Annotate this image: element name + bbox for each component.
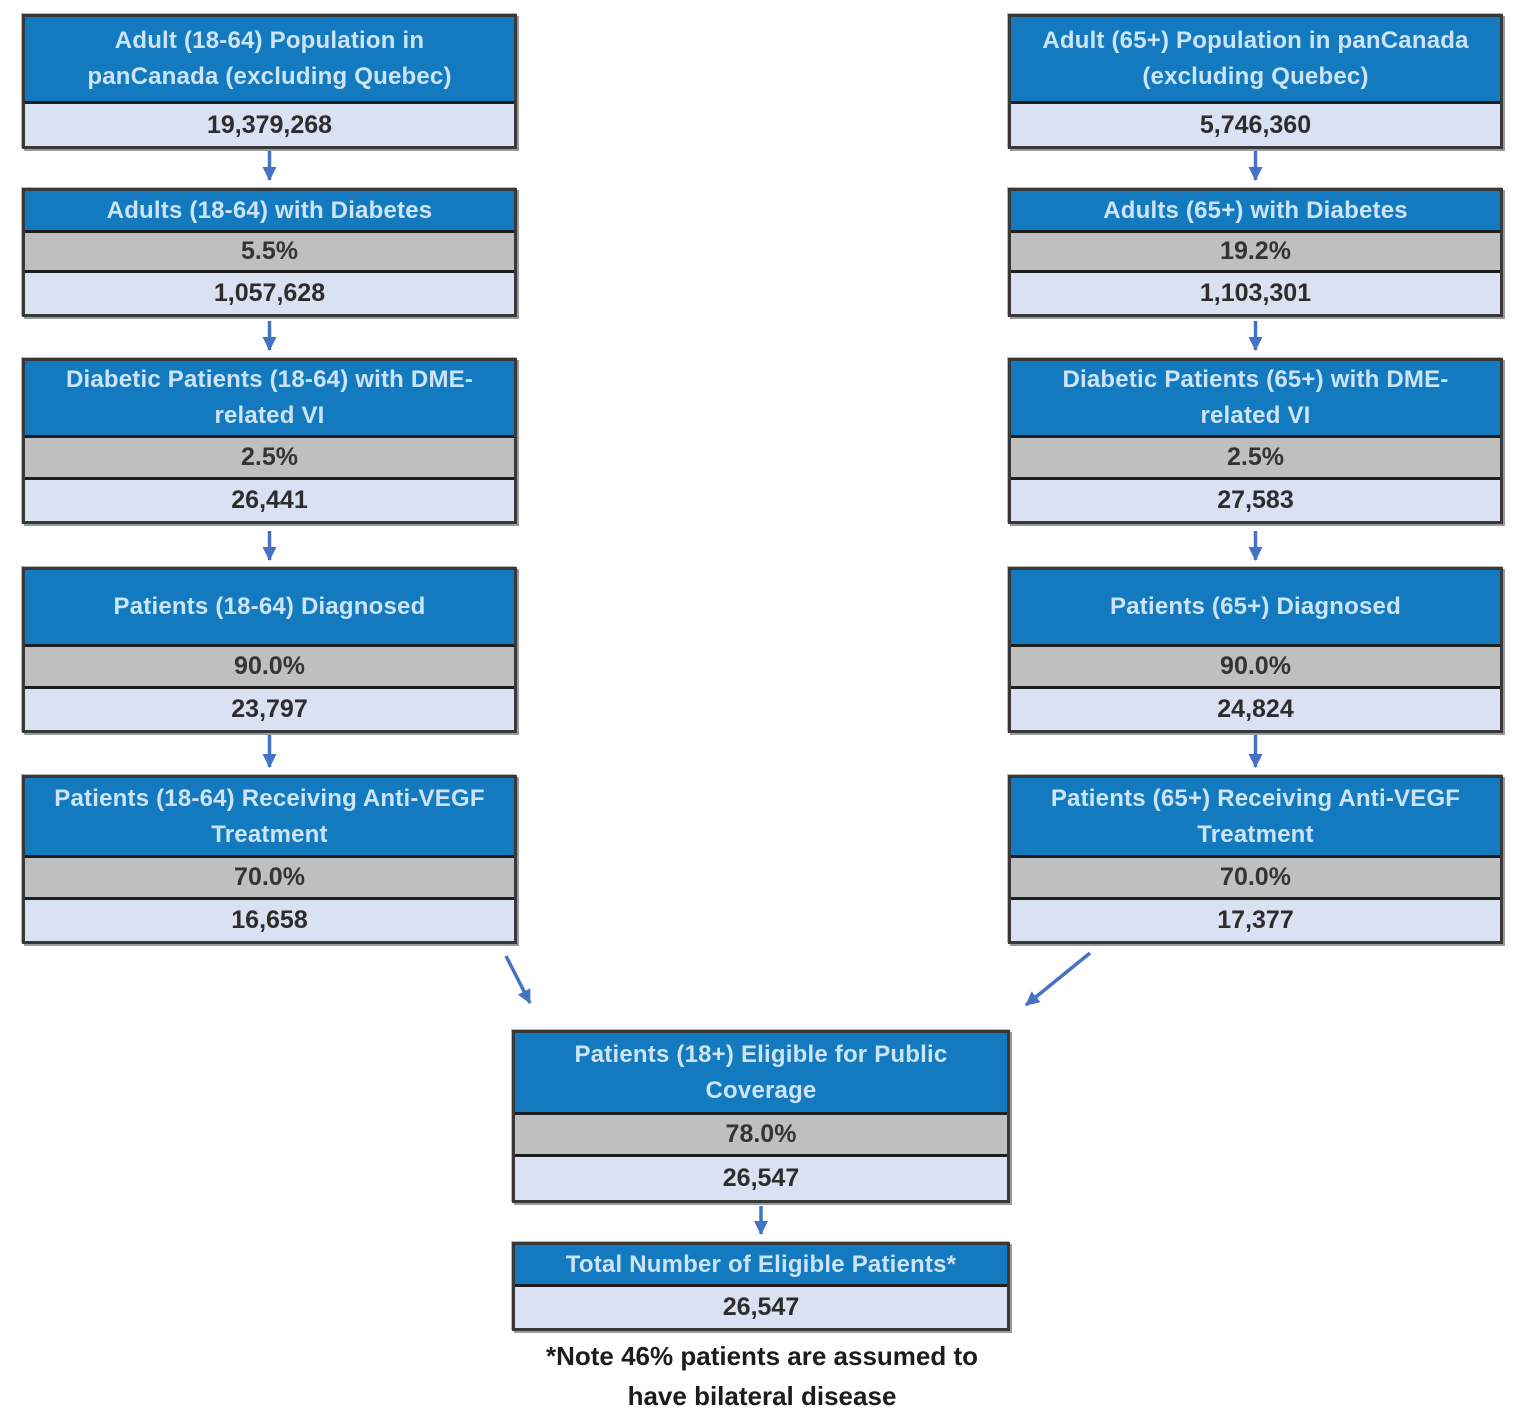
patient-count: 23,797 <box>25 689 514 730</box>
box-title: Diabetic Patients (65+) with DME- relate… <box>1011 361 1500 438</box>
percent-value: 2.5% <box>1011 438 1500 480</box>
box-title: Patients (18-64) Diagnosed <box>25 570 514 647</box>
arrow-diagonal-right-icon <box>1024 951 1092 1007</box>
percent-value: 78.0% <box>515 1115 1007 1157</box>
percent-value: 70.0% <box>1011 858 1500 900</box>
bilateral-disease-footnote: *Note 46% patients are assumed to have b… <box>545 1341 979 1412</box>
box-title: Patients (65+) Receiving Anti-VEGF Treat… <box>1011 778 1500 858</box>
patient-count: 26,441 <box>25 480 514 521</box>
percent-value: 90.0% <box>25 647 514 689</box>
arrow-diagonal-left-icon <box>504 955 532 1004</box>
box-diabetic-65plus-dme-vi: Diabetic Patients (65+) with DME- relate… <box>1008 358 1503 524</box>
patient-count: 1,103,301 <box>1011 273 1500 314</box>
percent-value: 19.2% <box>1011 233 1500 273</box>
box-patients-65plus-diagnosed: Patients (65+) Diagnosed 90.0% 24,824 <box>1008 567 1503 733</box>
box-adult-18-64-population: Adult (18-64) Population in panCanada (e… <box>22 14 517 149</box>
box-title: Diabetic Patients (18-64) with DME- rela… <box>25 361 514 438</box>
patient-count: 26,547 <box>515 1287 1007 1328</box>
box-title: Adult (65+) Population in panCanada (exc… <box>1011 17 1500 104</box>
box-eligible-public-coverage: Patients (18+) Eligible for Public Cover… <box>512 1030 1010 1203</box>
box-total-eligible-patients: Total Number of Eligible Patients* 26,54… <box>512 1242 1010 1331</box>
patient-count: 24,824 <box>1011 689 1500 730</box>
patient-count: 1,057,628 <box>25 273 514 314</box>
box-patients-18-64-anti-vegf: Patients (18-64) Receiving Anti-VEGF Tre… <box>22 775 517 944</box>
box-patients-18-64-diagnosed: Patients (18-64) Diagnosed 90.0% 23,797 <box>22 567 517 733</box>
patient-count: 19,379,268 <box>25 104 514 146</box>
patient-count: 5,746,360 <box>1011 104 1500 146</box>
patient-count: 26,547 <box>515 1157 1007 1200</box>
box-title: Patients (18-64) Receiving Anti-VEGF Tre… <box>25 778 514 858</box>
patient-count: 17,377 <box>1011 900 1500 941</box>
box-title: Adults (18-64) with Diabetes <box>25 191 514 233</box>
box-title: Adult (18-64) Population in panCanada (e… <box>25 17 514 104</box>
box-adults-18-64-diabetes: Adults (18-64) with Diabetes 5.5% 1,057,… <box>22 188 517 317</box>
box-adults-65plus-diabetes: Adults (65+) with Diabetes 19.2% 1,103,3… <box>1008 188 1503 317</box>
box-adult-65plus-population: Adult (65+) Population in panCanada (exc… <box>1008 14 1503 149</box>
percent-value: 5.5% <box>25 233 514 273</box>
patient-count: 16,658 <box>25 900 514 941</box>
box-title: Patients (18+) Eligible for Public Cover… <box>515 1033 1007 1115</box>
percent-value: 90.0% <box>1011 647 1500 689</box>
patient-count: 27,583 <box>1011 480 1500 521</box>
box-title: Total Number of Eligible Patients* <box>515 1245 1007 1287</box>
percent-value: 2.5% <box>25 438 514 480</box>
box-patients-65plus-anti-vegf: Patients (65+) Receiving Anti-VEGF Treat… <box>1008 775 1503 944</box>
box-title: Adults (65+) with Diabetes <box>1011 191 1500 233</box>
box-diabetic-18-64-dme-vi: Diabetic Patients (18-64) with DME- rela… <box>22 358 517 524</box>
percent-value: 70.0% <box>25 858 514 900</box>
box-title: Patients (65+) Diagnosed <box>1011 570 1500 647</box>
